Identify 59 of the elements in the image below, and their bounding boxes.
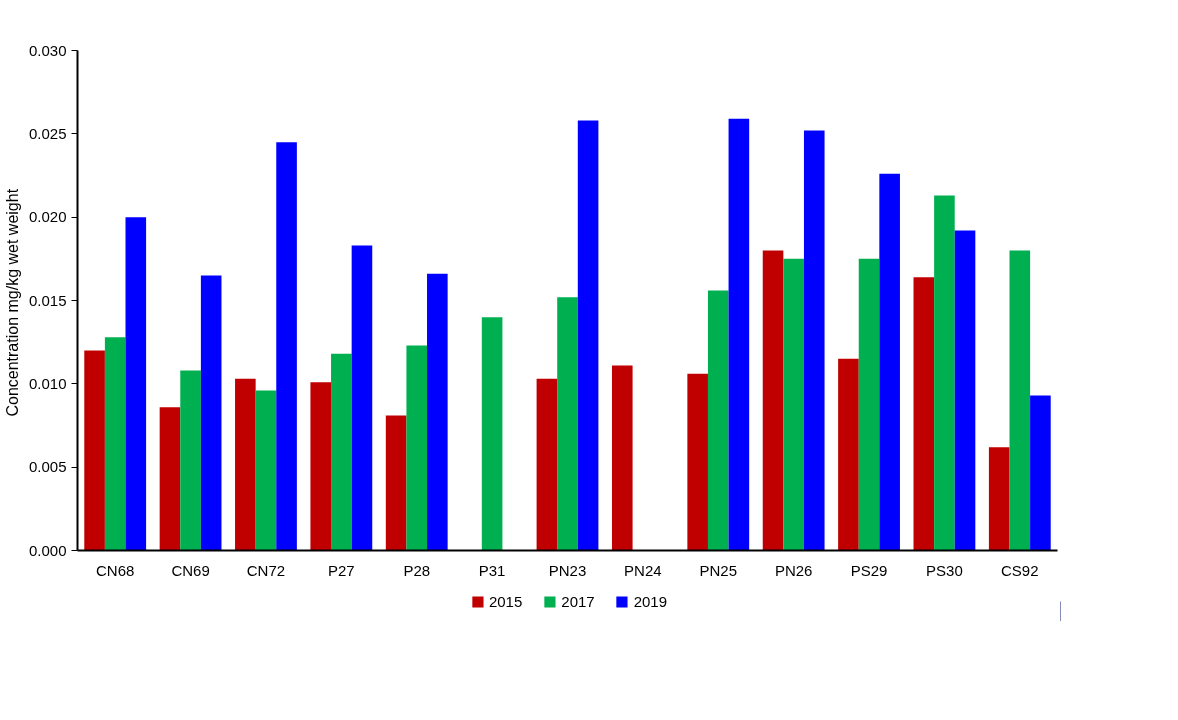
bar xyxy=(1030,395,1051,551)
bar xyxy=(481,317,503,551)
y-tick-label: 0.000 xyxy=(28,541,67,559)
bar xyxy=(276,142,297,551)
bar xyxy=(838,358,859,551)
x-tick-label: P31 xyxy=(478,561,506,579)
y-tick-label: 0.010 xyxy=(28,374,67,392)
legend-label: 2017 xyxy=(561,592,595,610)
bar xyxy=(954,230,976,551)
bar xyxy=(235,378,256,551)
y-axis-title: Concentration mg/kg wet weight xyxy=(3,188,21,417)
x-tick-label: PS30 xyxy=(926,561,963,579)
bar xyxy=(687,373,708,551)
bar xyxy=(406,345,428,551)
bar xyxy=(159,407,181,551)
bar xyxy=(803,130,825,551)
x-tick-label: CN68 xyxy=(96,561,135,579)
x-tick-label: CS92 xyxy=(1001,561,1039,579)
legend-label: 2015 xyxy=(488,592,523,610)
y-tick-label: 0.015 xyxy=(28,291,67,309)
bar xyxy=(331,353,352,551)
bar xyxy=(707,290,729,551)
bar xyxy=(988,447,1010,551)
x-tick-label: P27 xyxy=(328,561,355,579)
bar xyxy=(1009,250,1031,551)
bar xyxy=(310,382,332,551)
x-tick-label: PS29 xyxy=(850,561,888,579)
bar xyxy=(84,350,105,551)
legend-label: 2019 xyxy=(633,592,668,610)
bar xyxy=(427,273,448,551)
bar xyxy=(783,258,804,551)
y-tick-label: 0.025 xyxy=(28,124,67,142)
bar xyxy=(255,390,277,551)
bar xyxy=(180,370,201,551)
x-tick-label: CN69 xyxy=(171,561,210,579)
bar xyxy=(934,195,955,551)
y-tick-label: 0.030 xyxy=(28,41,67,59)
bar xyxy=(577,120,599,551)
bar xyxy=(536,378,558,551)
bar xyxy=(104,337,126,551)
bar xyxy=(557,297,578,551)
x-tick-label: PN26 xyxy=(774,561,813,579)
x-tick-label: P28 xyxy=(403,561,431,579)
x-tick-label: PN23 xyxy=(548,561,587,579)
bar xyxy=(200,275,222,551)
x-tick-label: PN25 xyxy=(699,561,738,579)
bar xyxy=(351,245,373,551)
bar xyxy=(125,217,147,551)
y-tick-label: 0.020 xyxy=(28,208,67,226)
x-tick-label: PN24 xyxy=(624,561,662,579)
bar xyxy=(879,173,900,551)
bar xyxy=(611,365,633,551)
y-tick-label: 0.005 xyxy=(28,458,67,476)
bar xyxy=(858,258,880,551)
bar xyxy=(728,118,750,551)
bar xyxy=(913,277,935,551)
bar xyxy=(762,250,784,551)
bar xyxy=(385,415,407,551)
x-tick-label: CN72 xyxy=(246,561,286,579)
